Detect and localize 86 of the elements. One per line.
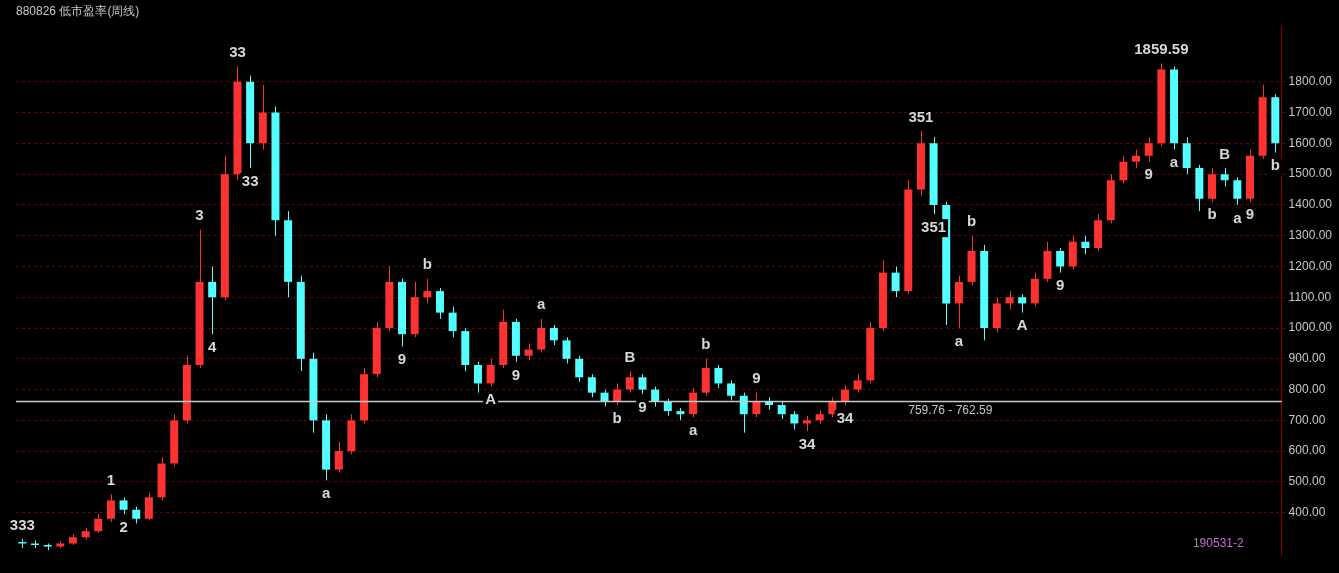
- candlestick: [537, 318, 546, 354]
- text: a: [954, 331, 964, 349]
- text: A: [485, 390, 497, 408]
- candlestick: [1081, 235, 1090, 255]
- candlestick: [1018, 293, 1027, 314]
- candlestick: [853, 373, 862, 394]
- candlestick: [727, 379, 736, 401]
- candlestick: [144, 492, 153, 521]
- text: b: [701, 335, 711, 353]
- annotation: 190531-2: [1192, 536, 1244, 551]
- y-tick-label: 1300.00: [1288, 228, 1333, 243]
- y-tick-label: 800.00: [1288, 381, 1326, 396]
- candlestick: [473, 361, 482, 394]
- y-tick-label: 900.00: [1288, 351, 1326, 366]
- text: 9: [1245, 205, 1255, 223]
- text: 34: [836, 408, 854, 426]
- y-tick-label: 1000.00: [1288, 320, 1333, 335]
- y-tick-label: 1400.00: [1288, 197, 1333, 212]
- text: 9: [1144, 165, 1153, 183]
- y-tick-label: 1800.00: [1288, 74, 1333, 89]
- text: a: [321, 484, 331, 502]
- y-tick-label: 1600.00: [1288, 135, 1333, 150]
- candlestick: [575, 355, 584, 383]
- candlestick: [638, 373, 647, 395]
- text: 351: [921, 217, 947, 235]
- y-tick-label: 400.00: [1288, 505, 1326, 520]
- text: A: [1016, 316, 1028, 334]
- candlestick: [448, 305, 457, 338]
- candlestick: [436, 287, 444, 320]
- y-tick-label: 1100.00: [1288, 289, 1332, 304]
- candlestick: [562, 336, 571, 364]
- text: 351: [908, 107, 934, 125]
- candlestick: [1144, 136, 1153, 163]
- candlestick: [423, 278, 432, 304]
- text: 1: [106, 470, 116, 488]
- text: B: [624, 347, 636, 365]
- text: b: [422, 255, 432, 273]
- candlestick: [1119, 155, 1128, 184]
- candlestick: [1132, 149, 1141, 169]
- candlestick: [790, 410, 799, 431]
- text: 34: [798, 434, 816, 452]
- text: 9: [1055, 276, 1065, 294]
- text: 9: [511, 365, 521, 383]
- y-tick-label: 1500.00: [1288, 166, 1333, 181]
- y-tick-label: 500.00: [1288, 474, 1326, 489]
- candlestick: [1005, 290, 1014, 311]
- candlestick: [486, 358, 495, 388]
- text: a: [688, 420, 698, 438]
- y-tick-label: 1200.00: [1288, 258, 1333, 273]
- text: B: [1219, 144, 1231, 162]
- chart-title: 880826 低市盈率(周线): [16, 3, 140, 18]
- text: a: [537, 295, 546, 313]
- text: b: [1270, 156, 1280, 174]
- candlestick: [891, 265, 900, 298]
- text: 2: [119, 517, 128, 535]
- candlestick: [549, 324, 558, 346]
- text: 333: [9, 515, 35, 533]
- band-label: 759.76 - 762.59: [908, 403, 993, 418]
- text: b: [1207, 205, 1217, 223]
- text: 4: [208, 337, 217, 355]
- text: 9: [397, 350, 407, 368]
- text: 3: [195, 206, 204, 224]
- candlestick: [954, 275, 963, 329]
- text: 1859.59: [1134, 40, 1189, 58]
- candlestick: [752, 392, 761, 418]
- candlestick: [334, 441, 343, 474]
- text: 9: [638, 397, 647, 415]
- candlestick: [106, 493, 115, 523]
- text: 33: [229, 43, 246, 61]
- text: 9: [752, 369, 761, 387]
- y-tick-label: 700.00: [1288, 412, 1326, 427]
- text: 33: [241, 171, 259, 189]
- text: a: [1233, 208, 1242, 226]
- candlestick: [94, 513, 103, 534]
- candlestick: [587, 373, 596, 398]
- candlestick: [1233, 176, 1242, 206]
- text: b: [966, 212, 977, 230]
- y-tick-label: 1700.00: [1288, 104, 1333, 119]
- candlestick: [714, 364, 723, 389]
- text: b: [612, 408, 622, 426]
- text: a: [1169, 153, 1179, 171]
- y-tick-label: 600.00: [1288, 443, 1326, 458]
- candlestick: [208, 265, 217, 335]
- candlestick: [625, 370, 634, 394]
- candlestick: [1056, 247, 1065, 274]
- candlestick: [1220, 167, 1229, 187]
